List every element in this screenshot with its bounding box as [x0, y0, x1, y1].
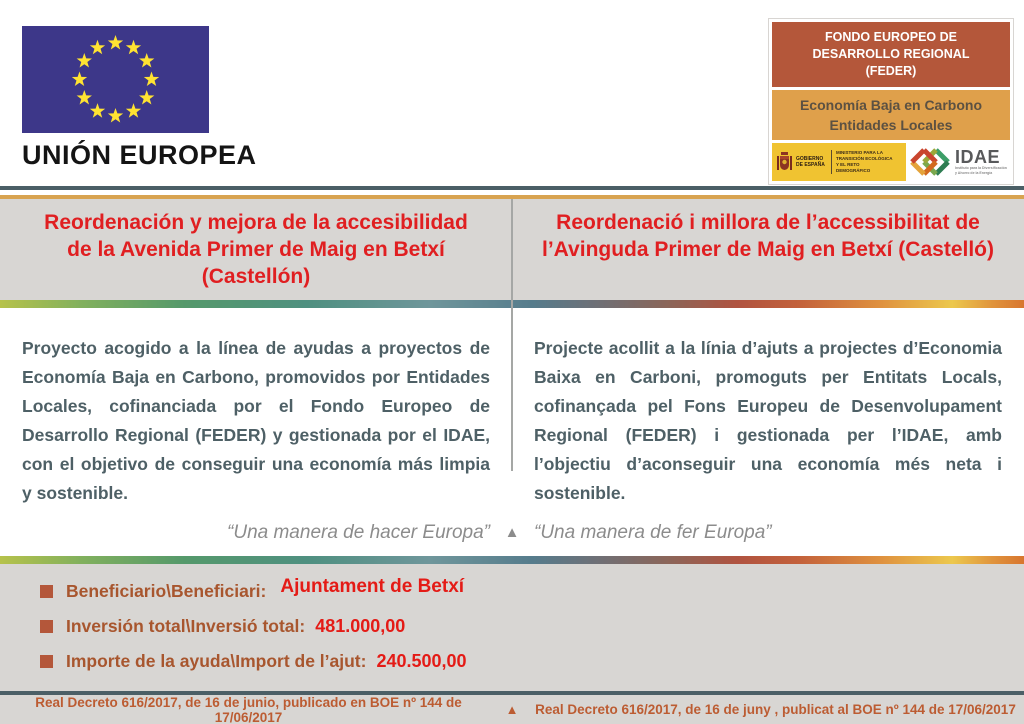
idae-diamond-icon: [910, 148, 950, 176]
ministry-label: MINISTERIO PARA LA TRANSICIÓN ECOLÓGICA …: [831, 150, 893, 175]
column-divider: [511, 199, 513, 471]
idae-wordmark: IDAE: [955, 147, 1001, 168]
gobierno-espana-logo: GOBIERNO DE ESPAÑA MINISTERIO PARA LA TR…: [772, 143, 906, 182]
grant-amount-value: 240.500,00: [376, 650, 467, 671]
gobierno-espana-label: GOBIERNO DE ESPAÑA: [796, 155, 825, 169]
eu-label: UNIÓN EUROPEA: [22, 140, 257, 170]
bottom-slate-rule: [0, 691, 1024, 695]
footer: Real Decreto 616/2017, de 16 de junio, p…: [0, 695, 1024, 724]
spain-coat-of-arms-icon: [777, 152, 792, 171]
square-bullet-icon: [40, 619, 53, 633]
square-bullet-icon: [40, 584, 53, 598]
program-line: Entidades Locales: [829, 116, 953, 133]
idae-logo: IDAE Instituto para la Diversificación y…: [906, 143, 1010, 182]
idae-text-block: IDAE Instituto para la Diversificación y…: [955, 148, 1007, 176]
feder-box: FONDO EUROPEO DE DESARROLLO REGIONAL (FE…: [772, 22, 1010, 87]
beneficiary-value: Ajuntament de Betxí: [280, 576, 465, 597]
motto-spanish: “Una manera de hacer Europa”: [227, 522, 490, 543]
eu-flag-icon: [22, 26, 209, 133]
grant-amount-label: Importe de la ayuda\Import de l’ajut:: [66, 650, 367, 671]
triangle-icon: ▲: [504, 524, 520, 541]
detail-row-beneficiary: Beneficiario\Beneficiari: Ajuntament de …: [40, 576, 1024, 602]
project-title-spanish: Reordenación y mejora de la accesibilida…: [44, 211, 468, 288]
gradient-divider-bottom: [0, 556, 1024, 564]
triangle-icon: ▲: [505, 702, 519, 717]
logos-row: GOBIERNO DE ESPAÑA MINISTERIO PARA LA TR…: [772, 143, 1010, 182]
program-box: Economía Baja en Carbono Entidades Local…: [772, 89, 1010, 141]
detail-row-total-investment: Inversión total\Inversió total: 481.000,…: [40, 615, 1024, 637]
top-slate-rule: [0, 186, 1024, 190]
idae-tagline: Instituto para la Diversificación y Ahor…: [955, 166, 1007, 176]
funder-block: FONDO EUROPEO DE DESARROLLO REGIONAL (FE…: [768, 18, 1014, 186]
decree-reference-catalan: Real Decreto 616/2017, de 16 de juny , p…: [535, 702, 1016, 717]
feder-line: DESARROLLO REGIONAL: [812, 46, 970, 61]
detail-row-grant-amount: Importe de la ayuda\Import de l’ajut: 24…: [40, 650, 1024, 672]
decree-reference-spanish: Real Decreto 616/2017, de 16 de junio, p…: [35, 694, 462, 724]
total-investment-value: 481.000,00: [315, 615, 406, 636]
project-description-spanish: Proyecto acogido a la línea de ayudas a …: [22, 338, 490, 503]
feder-line: (FEDER): [865, 63, 917, 78]
title-cell-spanish: Reordenación y mejora de la accesibilida…: [0, 199, 512, 300]
project-description-catalan: Projecte acollit a la línia d’ajuts a pr…: [534, 338, 1002, 503]
program-line: Economía Baja en Carbono: [799, 96, 983, 113]
top-tan-rule: [0, 195, 1024, 199]
motto-catalan: “Una manera de fer Europa”: [534, 522, 772, 543]
project-title-catalan: Reordenació i millora de l’accessibilita…: [542, 211, 994, 261]
eu-block: UNIÓN EUROPEA: [22, 26, 257, 171]
beneficiary-label: Beneficiario\Beneficiari:: [66, 580, 267, 601]
title-cell-catalan: Reordenació i millora de l’accessibilita…: [512, 199, 1024, 300]
square-bullet-icon: [40, 654, 53, 668]
total-investment-label: Inversión total\Inversió total:: [66, 615, 306, 636]
header: UNIÓN EUROPEA FONDO EUROPEO DE DESARROLL…: [0, 0, 1024, 186]
feder-line: FONDO EUROPEO DE: [825, 30, 957, 44]
details-band: Beneficiario\Beneficiari: Ajuntament de …: [0, 564, 1024, 691]
